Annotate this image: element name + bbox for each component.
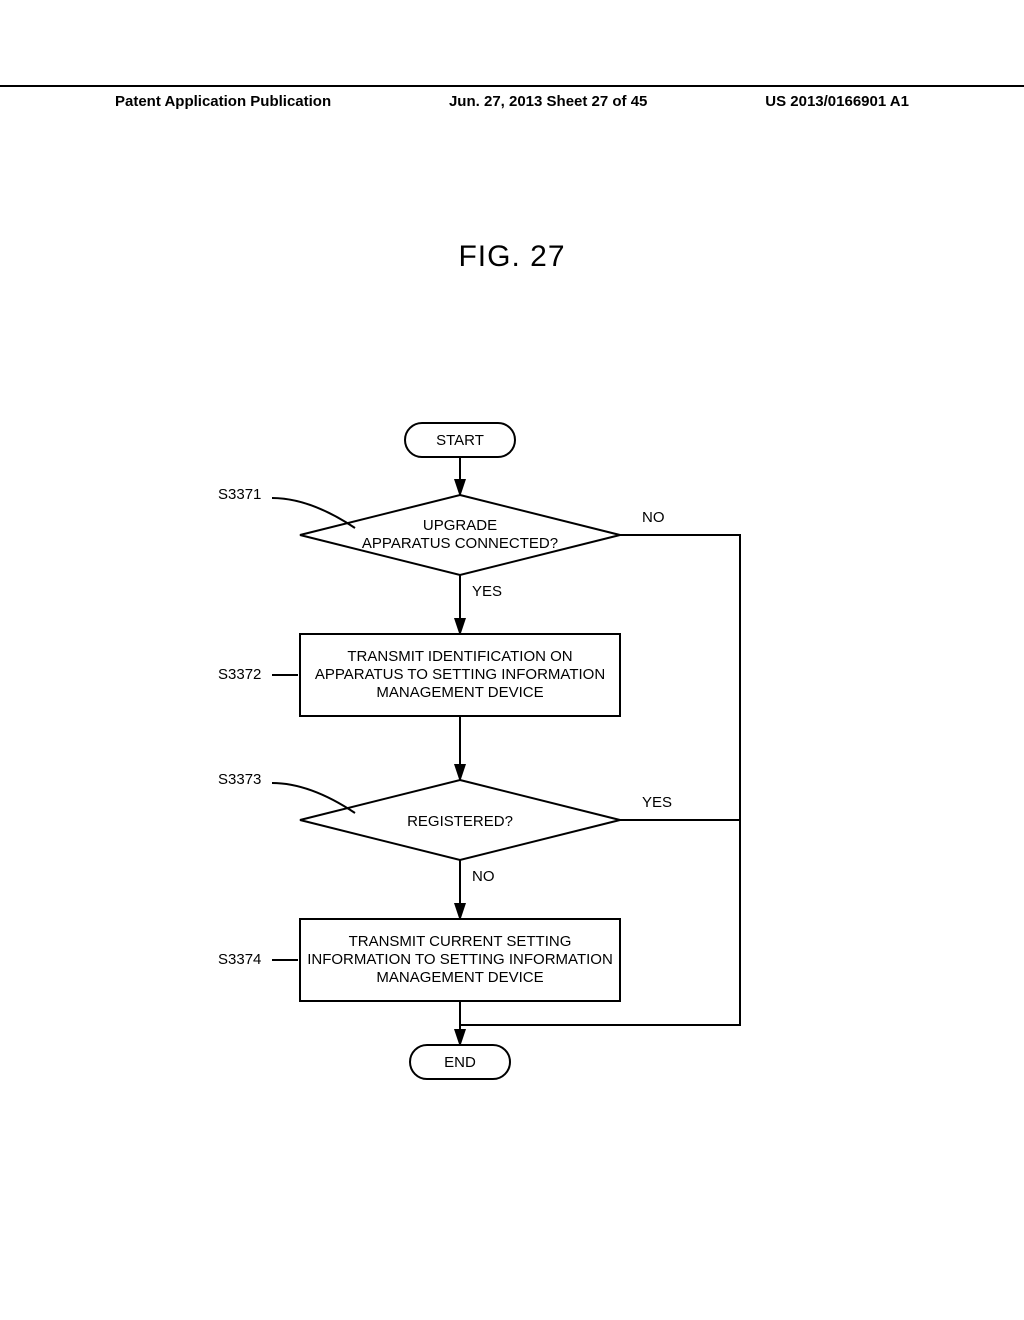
p1-line1: TRANSMIT IDENTIFICATION ON bbox=[347, 648, 572, 665]
step-label-s3373: S3373 bbox=[218, 771, 261, 788]
header-center: Jun. 27, 2013 Sheet 27 of 45 bbox=[449, 93, 647, 110]
d2-no-label: NO bbox=[472, 868, 495, 885]
step-label-s3372: S3372 bbox=[218, 666, 261, 683]
start-label: START bbox=[436, 432, 484, 449]
d1-line2: APPARATUS CONNECTED? bbox=[362, 535, 558, 552]
step-label-s3374: S3374 bbox=[218, 951, 261, 968]
header-right: US 2013/0166901 A1 bbox=[765, 93, 909, 110]
d1-yes-label: YES bbox=[472, 583, 502, 600]
end-label: END bbox=[444, 1054, 476, 1071]
flowchart: START UPGRADE APPARATUS CONNECTED? YES N… bbox=[180, 420, 860, 1120]
figure-title: FIG. 27 bbox=[0, 240, 1024, 274]
p1-line2: APPARATUS TO SETTING INFORMATION bbox=[315, 666, 605, 683]
header-left: Patent Application Publication bbox=[115, 93, 331, 110]
p1-line3: MANAGEMENT DEVICE bbox=[376, 684, 543, 701]
p2-line1: TRANSMIT CURRENT SETTING bbox=[349, 933, 572, 950]
d1-line1: UPGRADE bbox=[423, 517, 497, 534]
d2-yes-label: YES bbox=[642, 794, 672, 811]
d2-line1: REGISTERED? bbox=[407, 813, 513, 830]
p2-line3: MANAGEMENT DEVICE bbox=[376, 969, 543, 986]
page-header: Patent Application Publication Jun. 27, … bbox=[0, 85, 1024, 110]
d1-no-label: NO bbox=[642, 509, 665, 526]
p2-line2: INFORMATION TO SETTING INFORMATION bbox=[307, 951, 613, 968]
step-label-s3371: S3371 bbox=[218, 486, 261, 503]
